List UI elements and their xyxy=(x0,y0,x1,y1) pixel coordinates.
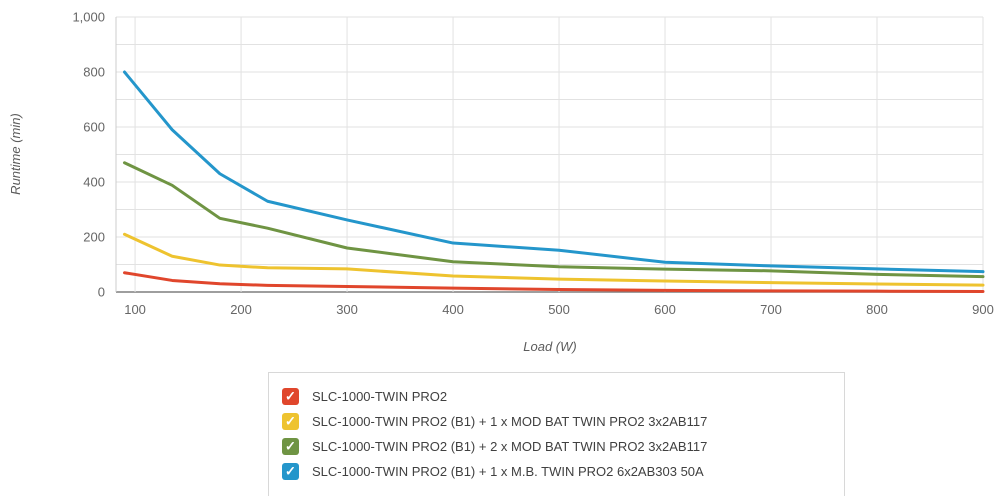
legend-item: ✓ SLC-1000-TWIN PRO2 xyxy=(282,384,830,409)
legend-item-label: SLC-1000-TWIN PRO2 (B1) + 1 x MOD BAT TW… xyxy=(312,414,708,429)
legend-checkbox[interactable]: ✓ xyxy=(282,463,299,480)
x-tick-label: 700 xyxy=(760,302,782,317)
series-line-3 xyxy=(122,70,985,274)
x-tick-label: 300 xyxy=(336,302,358,317)
legend-item-label: SLC-1000-TWIN PRO2 (B1) + 2 x MOD BAT TW… xyxy=(312,439,708,454)
legend-item: ✓ SLC-1000-TWIN PRO2 (B1) + 1 x MOD BAT T… xyxy=(282,409,830,434)
y-axis-title: Runtime (min) xyxy=(8,113,23,195)
legend-checkbox[interactable]: ✓ xyxy=(282,413,299,430)
series-legend: ✓ SLC-1000-TWIN PRO2 ✓ SLC-1000-TWIN PRO2 (… xyxy=(268,372,845,496)
legend-item-label: SLC-1000-TWIN PRO2 xyxy=(312,389,448,404)
check-icon: ✓ xyxy=(285,438,296,454)
series-lines xyxy=(122,70,985,293)
y-tick-label: 600 xyxy=(83,120,105,135)
x-tick-label: 200 xyxy=(230,302,252,317)
x-tick-label: 600 xyxy=(654,302,676,317)
y-tick-label: 1,000 xyxy=(72,10,105,25)
y-tick-label: 800 xyxy=(83,65,105,80)
legend-item-label: SLC-1000-TWIN PRO2 (B1) + 1 x M.B. TWIN … xyxy=(312,464,704,479)
y-tick-label: 200 xyxy=(83,230,105,245)
series-line-2 xyxy=(122,161,985,279)
legend-item: ✓ SLC-1000-TWIN PRO2 (B1) + 1 x M.B. TWIN… xyxy=(282,459,830,484)
check-icon: ✓ xyxy=(285,388,296,404)
x-tick-label: 400 xyxy=(442,302,464,317)
y-tick-label: 0 xyxy=(98,285,105,300)
x-tick-label: 900 xyxy=(972,302,994,317)
x-tick-label: 100 xyxy=(124,302,146,317)
runtime-line-chart: 0 200 400 600 800 1,000 100 200 300 400 500 600 700 8… xyxy=(8,10,994,355)
y-tick-label: 400 xyxy=(83,175,105,190)
check-icon: ✓ xyxy=(285,463,296,479)
x-axis-title: Load (W) xyxy=(523,339,576,354)
x-tick-label: 500 xyxy=(548,302,570,317)
legend-checkbox[interactable]: ✓ xyxy=(282,438,299,455)
grid-lines xyxy=(115,16,984,293)
legend-item: ✓ SLC-1000-TWIN PRO2 (B1) + 2 x MOD BAT T… xyxy=(282,434,830,459)
check-icon: ✓ xyxy=(285,413,296,429)
series-line-0 xyxy=(122,271,985,293)
legend-checkbox[interactable]: ✓ xyxy=(282,388,299,405)
x-tick-label: 800 xyxy=(866,302,888,317)
tick-labels: 0 200 400 600 800 1,000 100 200 300 400 500 600 700 8… xyxy=(72,10,993,318)
series-line-1 xyxy=(122,232,985,287)
